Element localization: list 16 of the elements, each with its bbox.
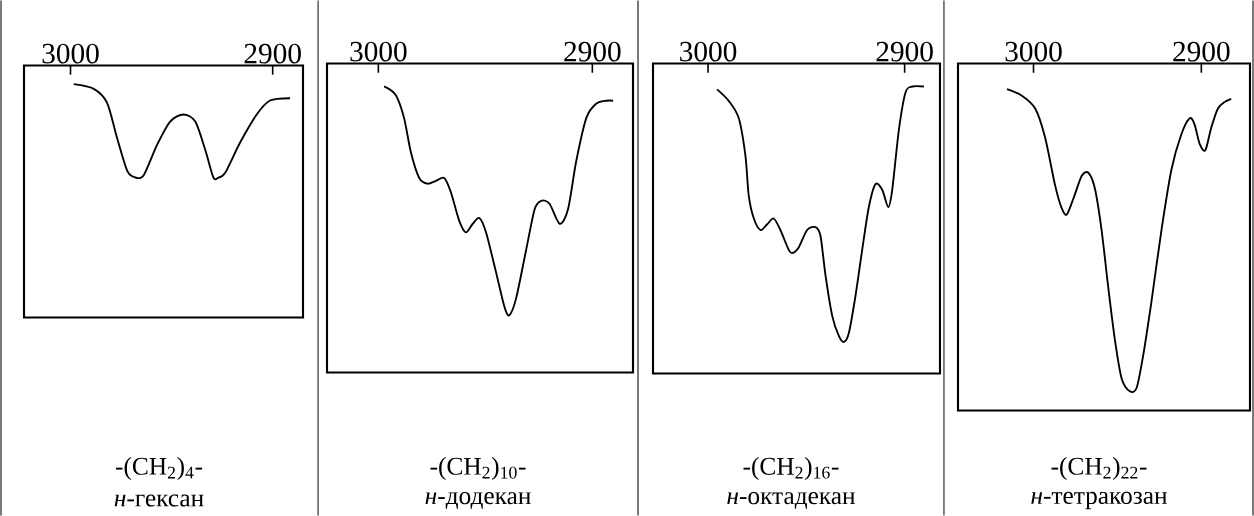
x-tick-label: 3000 xyxy=(42,43,99,64)
text: н-тетракозан xyxy=(1031,491,1167,510)
x-axis-title: -(CH$_{2}$)$_{16}$- xyxy=(743,457,839,480)
x-tick-label: 2900 xyxy=(244,43,301,64)
x-axis-title: -(CH$_{2}$)$_{22}$- xyxy=(1051,457,1147,480)
text: н-додекан xyxy=(425,492,531,509)
x-axis-title: -(CH$_{2}$)$_{10}$- xyxy=(430,457,526,480)
x-tick-label: 2900 xyxy=(1173,41,1230,62)
x-tick-label: 2900 xyxy=(876,41,933,62)
x-tick-label: 3000 xyxy=(680,41,737,62)
x-tick-label: 2900 xyxy=(564,41,621,62)
x-tick-label: 3000 xyxy=(1005,41,1062,62)
x-tick-label: 3000 xyxy=(350,41,407,62)
x-axis-title: -(CH$_{2}$)$_{4}$- xyxy=(115,457,203,480)
text: н-гексан xyxy=(114,494,204,507)
text: н-октадекан xyxy=(727,492,855,509)
